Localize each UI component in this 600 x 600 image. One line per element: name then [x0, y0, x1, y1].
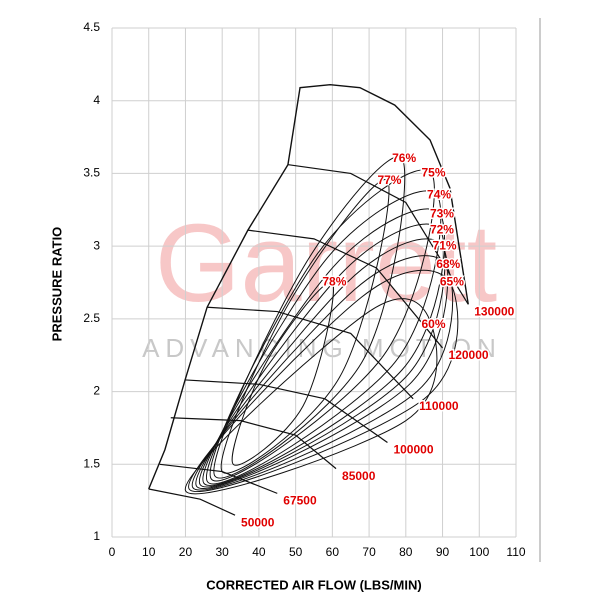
- y-axis-label: PRESSURE RATIO: [49, 227, 64, 342]
- efficiency-island: [213, 156, 406, 479]
- efficiency-island: [209, 169, 435, 482]
- efficiency-label: 71%: [433, 238, 457, 252]
- efficiency-label: 60%: [422, 317, 446, 331]
- efficiency-label: 72%: [430, 222, 454, 236]
- efficiency-label: 73%: [430, 206, 454, 220]
- y-tick-label: 3.5: [83, 166, 100, 180]
- speed-label: 50000: [241, 515, 275, 529]
- efficiency-label: 78%: [322, 275, 346, 289]
- speed-line: [207, 306, 414, 400]
- x-tick-label: 100: [469, 545, 489, 559]
- x-tick-label: 40: [252, 545, 266, 559]
- efficiency-label: 68%: [436, 257, 460, 271]
- speed-label: 85000: [342, 469, 376, 483]
- speed-line: [148, 488, 236, 516]
- speed-label: 130000: [474, 304, 514, 318]
- y-tick-label: 4: [93, 93, 100, 107]
- speed-label: 67500: [283, 494, 317, 508]
- efficiency-island: [231, 281, 334, 466]
- x-axis-label: CORRECTED AIR FLOW (LBS/MIN): [206, 577, 421, 592]
- y-tick-label: 2.5: [83, 311, 100, 325]
- efficiency-island: [198, 223, 446, 488]
- x-tick-label: 30: [216, 545, 230, 559]
- efficiency-island: [195, 238, 449, 489]
- y-tick-label: 3: [93, 238, 100, 252]
- x-tick-label: 60: [326, 545, 340, 559]
- speed-line: [159, 463, 278, 494]
- speed-label: 110000: [419, 399, 459, 413]
- speed-line: [170, 417, 337, 470]
- x-tick-label: 10: [142, 545, 156, 559]
- surge-line: [148, 84, 469, 490]
- efficiency-island: [202, 208, 445, 486]
- efficiency-label: 75%: [422, 166, 446, 180]
- x-tick-label: 90: [436, 545, 450, 559]
- x-tick-label: 20: [179, 545, 193, 559]
- efficiency-island: [205, 190, 442, 485]
- efficiency-label: 74%: [427, 187, 451, 201]
- speed-line: [185, 379, 388, 443]
- efficiency-label: 65%: [440, 275, 464, 289]
- y-tick-label: 1: [93, 529, 100, 543]
- efficiency-label: 77%: [377, 173, 401, 187]
- efficiency-island: [188, 269, 459, 492]
- x-tick-label: 70: [362, 545, 376, 559]
- speed-label: 100000: [393, 443, 433, 457]
- efficiency-island: [184, 298, 438, 495]
- y-tick-label: 1.5: [83, 456, 100, 470]
- speed-line: [288, 164, 469, 305]
- speed-label: 120000: [449, 348, 489, 362]
- y-tick-label: 4.5: [83, 20, 100, 34]
- speed-line: [247, 229, 444, 349]
- y-tick-label: 2: [93, 384, 100, 398]
- x-tick-label: 80: [399, 545, 413, 559]
- x-tick-label: 0: [109, 545, 116, 559]
- efficiency-label: 76%: [392, 151, 416, 165]
- efficiency-island: [191, 255, 454, 491]
- x-tick-label: 50: [289, 545, 303, 559]
- x-tick-label: 110: [506, 545, 525, 559]
